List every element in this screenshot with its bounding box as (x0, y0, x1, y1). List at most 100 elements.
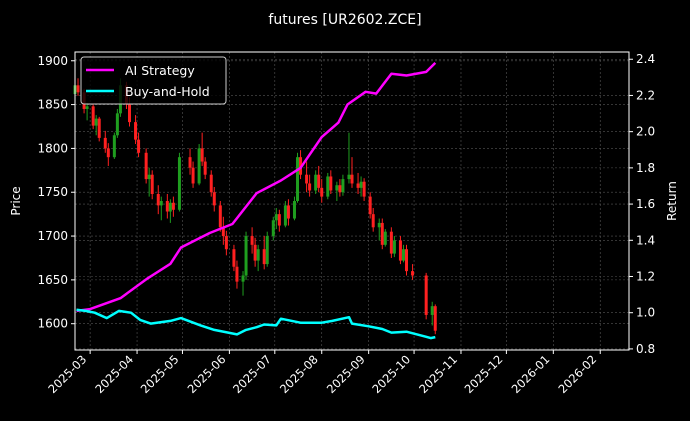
candle-body (127, 104, 131, 123)
candle-body (235, 266, 239, 282)
candle-body (347, 174, 351, 180)
candle-body (156, 193, 160, 206)
candle-body (191, 167, 195, 184)
candle-body (165, 201, 169, 212)
candle-body (134, 122, 138, 140)
y-right-tick-label: 1.2 (636, 269, 655, 283)
candle-body (329, 176, 333, 191)
candle-body (341, 179, 345, 193)
candle-body (296, 157, 300, 201)
y-left-tick-label: 1800 (37, 141, 68, 155)
plot-frame (74, 51, 630, 351)
candle-body (212, 192, 216, 206)
y-left-tick-label: 1700 (37, 229, 68, 243)
y-left-tick-label: 1850 (37, 98, 68, 112)
candle-body (274, 214, 278, 221)
candle-body (430, 306, 434, 315)
candle-body (171, 202, 175, 210)
candle-body (91, 106, 95, 126)
buy-and-hold-line (76, 308, 436, 340)
y-right-tick-label: 2.4 (636, 52, 655, 66)
candle-body (433, 306, 437, 331)
y-axis-right-label: Return (665, 181, 679, 221)
candle-body (221, 227, 225, 237)
y-right-tick-label: 2.0 (636, 125, 655, 139)
candle-body (177, 157, 181, 210)
candle-body (97, 118, 101, 138)
candle-body (335, 185, 339, 191)
candle-body (112, 135, 116, 158)
candle-body (144, 152, 148, 180)
candle-body (241, 275, 245, 282)
legend-label-buy-and-hold: Buy-and-Hold (125, 84, 210, 99)
candle-body (106, 148, 110, 158)
candle-body (188, 157, 192, 168)
candle-body (326, 176, 330, 197)
y-axis-left-label: Price (9, 186, 23, 215)
legend-frame (80, 56, 227, 105)
candle-body (244, 236, 248, 276)
y-left-tick-label: 1600 (37, 317, 68, 331)
candle-body (338, 185, 342, 193)
legend-label-ai-strategy: AI Strategy (125, 63, 195, 78)
candle-body (371, 214, 375, 228)
candle-body (401, 249, 405, 261)
candle-body (218, 205, 222, 228)
candle-body (94, 118, 98, 126)
candle-body (115, 113, 119, 136)
candle-body (320, 187, 324, 197)
candle-body (209, 174, 213, 193)
y-right-tick-label: 1.0 (636, 306, 655, 320)
candle-body (76, 85, 80, 93)
candle-body (265, 236, 269, 265)
candle-body (271, 220, 275, 237)
y-axis-left: 1600 1650 1700 1750 1800 1850 1900 (37, 54, 75, 331)
candle-body (168, 202, 172, 212)
return-lines (76, 62, 437, 340)
candle-body (308, 183, 312, 191)
candle-body (286, 205, 290, 219)
candle-body (232, 249, 236, 267)
candle-body (262, 249, 266, 265)
candle-body (283, 205, 287, 226)
candle-body (250, 236, 254, 245)
candle-body (424, 275, 428, 315)
ai-strategy-line (76, 62, 437, 313)
candle-body (380, 222, 384, 245)
candle-body (147, 174, 151, 180)
y-axis-right: 0.8 1.0 1.2 1.4 1.6 1.8 2.0 2.2 2.4 (629, 52, 655, 356)
candle-body (356, 183, 360, 188)
candle-body (350, 174, 354, 184)
legend: AI Strategy Buy-and-Hold (80, 56, 227, 105)
y-right-tick-label: 2.2 (636, 88, 655, 102)
candle-body (305, 174, 309, 184)
candle-body (224, 236, 228, 250)
candle-body (253, 244, 257, 261)
candle-body (277, 214, 281, 226)
candle-body (411, 271, 415, 276)
y-right-tick-label: 0.8 (636, 342, 655, 356)
candle-body (85, 106, 89, 109)
candle-body (368, 196, 372, 215)
candle-body (159, 201, 163, 206)
candle-body (150, 174, 154, 194)
y-right-tick-label: 1.4 (636, 233, 655, 247)
y-left-tick-label: 1750 (37, 185, 68, 199)
candle-body (377, 222, 381, 228)
candle-body (200, 148, 204, 162)
candle-body (292, 201, 296, 219)
y-right-tick-label: 1.8 (636, 161, 655, 175)
candle-body (392, 240, 396, 254)
candle-body (197, 148, 201, 184)
candle-body (256, 249, 260, 261)
candle-body (137, 139, 141, 153)
chart-title: futures [UR2602.ZCE] (268, 12, 421, 28)
candle-body (398, 240, 402, 261)
candle-body (359, 181, 363, 188)
candle-body (317, 174, 321, 188)
candle-body (314, 174, 318, 191)
y-left-tick-label: 1650 (37, 273, 68, 287)
candle-body (383, 231, 387, 245)
candle-body (389, 231, 393, 254)
